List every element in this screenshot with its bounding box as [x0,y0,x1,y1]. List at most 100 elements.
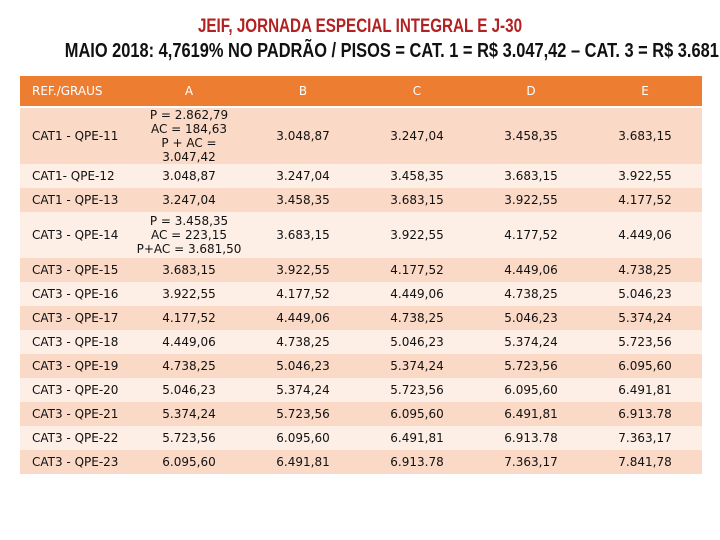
header-c: C [360,76,474,108]
grade-a-line: 3.922,55 [162,287,216,301]
grade-d-cell: 6.913.78 [474,426,588,450]
table-row: CAT1 - QPE-11 P = 2.862,79 AC = 184,63 P + … [20,107,702,164]
grade-e-cell: 5.723,56 [588,330,702,354]
grade-d-cell: 4.177,52 [474,212,588,258]
row-ref-cell: CAT1 - QPE-13 [20,188,132,212]
grade-e-cell: 4.449,06 [588,212,702,258]
grade-a-cell: 5.374,24 [132,402,246,426]
grade-b-cell: 5.046,23 [246,354,360,378]
grade-d-cell: 6.095,60 [474,378,588,402]
header-ref: REF./GRAUS [20,76,132,108]
grade-d-cell: 3.683,15 [474,164,588,188]
row-ref-cell: CAT3 - QPE-14 [20,212,132,258]
grade-a-cell: 6.095,60 [132,450,246,474]
grade-a-cell: P = 3.458,35 AC = 223,15 P+AC = 3.681,50 [132,212,246,258]
table-row: CAT1 - QPE-13 3.247,04 3.458,35 3.683,15 3.9… [20,188,702,212]
grade-e-cell: 7.363,17 [588,426,702,450]
grade-a-line: 3.683,15 [162,263,216,277]
grade-d-cell: 5.046,23 [474,306,588,330]
grade-c-cell: 3.922,55 [360,212,474,258]
grade-a-line: 3.247,04 [162,193,216,207]
grade-c-cell: 3.458,35 [360,164,474,188]
grade-e-cell: 5.046,23 [588,282,702,306]
grade-c-cell: 4.738,25 [360,306,474,330]
row-ref-cell: CAT3 - QPE-17 [20,306,132,330]
grade-b-cell: 3.247,04 [246,164,360,188]
row-ref-cell: CAT3 - QPE-19 [20,354,132,378]
grade-c-cell: 4.449,06 [360,282,474,306]
grade-a-cell: 3.247,04 [132,188,246,212]
table-row: CAT3 - QPE-23 6.095,60 6.491,81 6.913.78 7.3… [20,450,702,474]
table-row: CAT3 - QPE-16 3.922,55 4.177,52 4.449,06 4.7… [20,282,702,306]
grade-d-cell: 5.723,56 [474,354,588,378]
grade-e-cell: 3.922,55 [588,164,702,188]
grade-a-cell: 3.922,55 [132,282,246,306]
grade-a-cell: 4.449,06 [132,330,246,354]
grade-e-cell: 6.095,60 [588,354,702,378]
grade-a-cell: P = 2.862,79 AC = 184,63 P + AC = 3.047,42 [132,107,246,164]
grade-c-cell: 6.491,81 [360,426,474,450]
grade-a-line: 5.723,56 [162,431,216,445]
grade-c-cell: 5.046,23 [360,330,474,354]
row-ref-cell: CAT3 - QPE-16 [20,282,132,306]
grade-b-cell: 6.095,60 [246,426,360,450]
grade-a-line: 3.048,87 [162,169,216,183]
table-row: CAT3 - QPE-21 5.374,24 5.723,56 6.095,60 6.4… [20,402,702,426]
table-row: CAT3 - QPE-20 5.046,23 5.374,24 5.723,56 6.0… [20,378,702,402]
grade-a-line: P = 3.458,35 [149,214,229,228]
row-ref-cell: CAT3 - QPE-23 [20,450,132,474]
grade-e-cell: 4.738,25 [588,258,702,282]
grade-a-line: 5.046,23 [162,383,216,397]
grade-e-cell: 6.913.78 [588,402,702,426]
header-a: A [132,76,246,108]
grade-a-cell: 3.683,15 [132,258,246,282]
grade-b-cell: 4.449,06 [246,306,360,330]
grade-a-line: 4.177,52 [162,311,216,325]
grade-a-line: 6.095,60 [162,455,216,469]
grade-a-line: 4.449,06 [162,335,216,349]
grade-a-line: P = 2.862,79 [149,108,229,122]
row-ref-cell: CAT1 - QPE-11 [20,107,132,164]
grade-b-cell: 5.374,24 [246,378,360,402]
table-row: CAT3 - QPE-18 4.449,06 4.738,25 5.046,23 5.3… [20,330,702,354]
grade-b-cell: 3.048,87 [246,107,360,164]
grade-c-cell: 3.247,04 [360,107,474,164]
grade-a-line: 5.374,24 [162,407,216,421]
grade-c-cell: 3.683,15 [360,188,474,212]
row-ref-cell: CAT3 - QPE-20 [20,378,132,402]
grade-b-cell: 6.491,81 [246,450,360,474]
table-row: CAT3 - QPE-22 5.723,56 6.095,60 6.491,81 6.9… [20,426,702,450]
row-ref-cell: CAT3 - QPE-15 [20,258,132,282]
header-e: E [588,76,702,108]
grade-b-cell: 3.922,55 [246,258,360,282]
header-b: B [246,76,360,108]
grade-c-cell: 5.374,24 [360,354,474,378]
grade-d-cell: 3.922,55 [474,188,588,212]
row-ref-cell: CAT1- QPE-12 [20,164,132,188]
row-ref-cell: CAT3 - QPE-21 [20,402,132,426]
grade-d-cell: 7.363,17 [474,450,588,474]
salary-table: REF./GRAUS A B C D E CAT1 - QPE-11 P = 2.… [20,76,702,474]
grade-e-cell: 4.177,52 [588,188,702,212]
grade-c-cell: 4.177,52 [360,258,474,282]
grade-b-cell: 4.738,25 [246,330,360,354]
page-title: JEIF, JORNADA ESPECIAL INTEGRAL E J-30 [197,16,523,37]
grade-a-cell: 4.738,25 [132,354,246,378]
grade-d-cell: 4.449,06 [474,258,588,282]
table-row: CAT3 - QPE-14 P = 3.458,35 AC = 223,15 P+AC… [20,212,702,258]
grade-a-line: P + AC = 3.047,42 [161,136,217,164]
grade-c-cell: 5.723,56 [360,378,474,402]
row-ref-cell: CAT3 - QPE-22 [20,426,132,450]
grade-b-cell: 4.177,52 [246,282,360,306]
grade-a-line: 4.738,25 [162,359,216,373]
grade-e-cell: 7.841,78 [588,450,702,474]
grade-a-line: P+AC = 3.681,50 [136,242,242,256]
grade-e-cell: 3.683,15 [588,107,702,164]
grade-d-cell: 3.458,35 [474,107,588,164]
grade-b-cell: 3.458,35 [246,188,360,212]
grade-d-cell: 4.738,25 [474,282,588,306]
table-header-row: REF./GRAUS A B C D E [20,76,702,108]
grade-a-cell: 5.046,23 [132,378,246,402]
grade-a-cell: 3.048,87 [132,164,246,188]
table-row: CAT3 - QPE-17 4.177,52 4.449,06 4.738,25 5.0… [20,306,702,330]
